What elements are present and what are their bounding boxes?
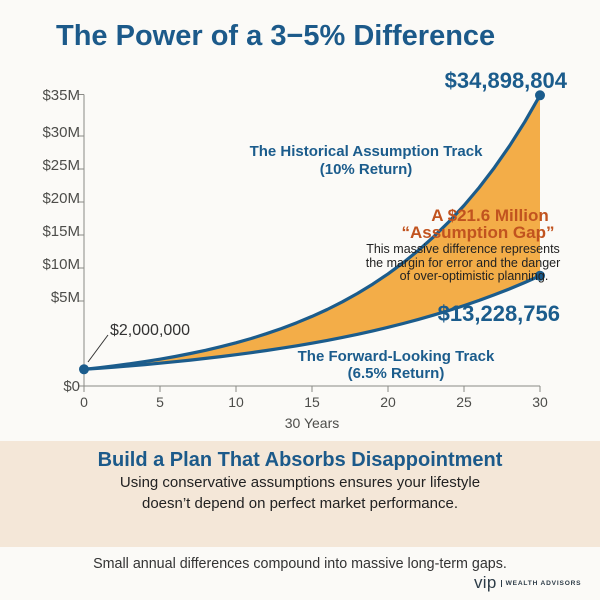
svg-text:$10M: $10M [42, 256, 80, 273]
svg-text:$13,228,756: $13,228,756 [438, 301, 560, 326]
svg-text:$20M: $20M [42, 190, 80, 207]
svg-text:(6.5% Return): (6.5% Return) [348, 365, 445, 382]
svg-text:$5M: $5M [51, 289, 80, 306]
svg-text:(10% Return): (10% Return) [320, 161, 413, 178]
svg-text:10: 10 [228, 394, 244, 410]
svg-text:15: 15 [304, 394, 320, 410]
svg-text:$0: $0 [63, 378, 80, 395]
svg-text:30: 30 [532, 394, 548, 410]
svg-text:$2,000,000: $2,000,000 [110, 322, 190, 339]
svg-text:$35M: $35M [42, 87, 80, 104]
svg-text:25: 25 [456, 394, 472, 410]
svg-text:30 Years: 30 Years [285, 415, 340, 431]
svg-text:20: 20 [380, 394, 396, 410]
svg-text:0: 0 [80, 394, 88, 410]
svg-text:This massive difference repres: This massive difference represents [366, 242, 560, 256]
svg-text:The Forward-Looking Track: The Forward-Looking Track [298, 348, 495, 365]
svg-text:$30M: $30M [42, 124, 80, 141]
svg-text:$25M: $25M [42, 157, 80, 174]
svg-text:the margin for error and the d: the margin for error and the danger [366, 256, 561, 270]
svg-text:$15M: $15M [42, 223, 80, 240]
svg-text:“Assumption Gap”: “Assumption Gap” [401, 223, 554, 242]
svg-text:$34,898,804: $34,898,804 [445, 68, 568, 93]
svg-text:5: 5 [156, 394, 164, 410]
svg-text:of over-optimistic planning.: of over-optimistic planning. [400, 269, 549, 283]
svg-text:The Historical Assumption Trac: The Historical Assumption Track [250, 143, 483, 160]
